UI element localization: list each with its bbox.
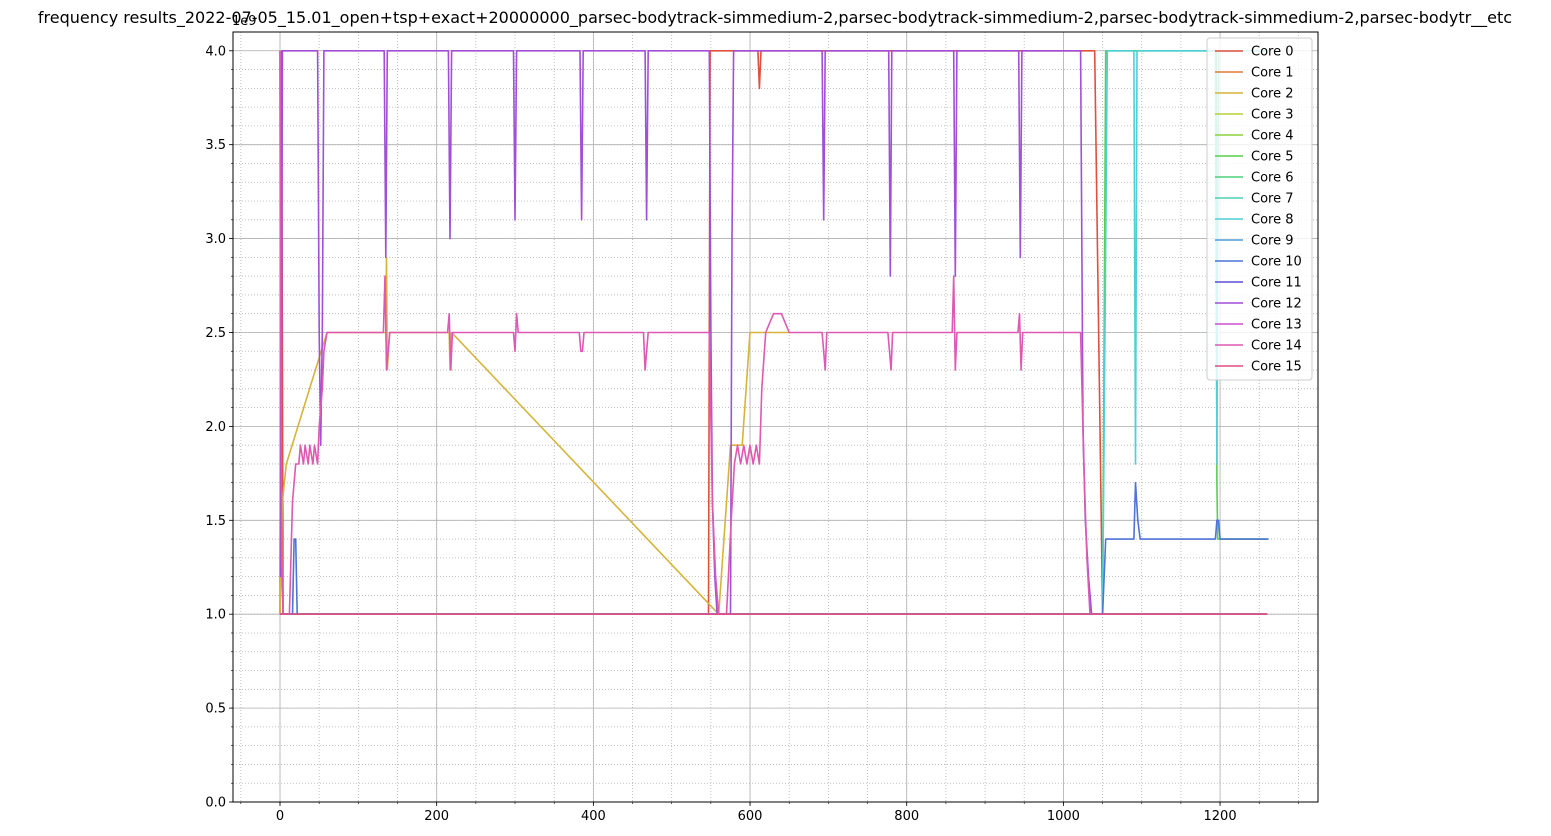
x-tick-label: 0 — [276, 809, 284, 824]
x-tick-label: 600 — [738, 809, 763, 824]
legend-label: Core 11 — [1251, 276, 1302, 291]
legend-label: Core 7 — [1251, 192, 1294, 207]
legend-label: Core 13 — [1251, 318, 1302, 333]
legend-label: Core 14 — [1251, 339, 1302, 354]
y-tick-label: 2.5 — [205, 326, 226, 341]
legend-label: Core 10 — [1251, 255, 1302, 270]
legend-label: Core 6 — [1251, 171, 1294, 186]
legend-label: Core 3 — [1251, 108, 1294, 123]
legend-label: Core 5 — [1251, 150, 1294, 165]
y-axis-offset-text: 1e9 — [232, 14, 257, 29]
y-tick-label: 4.0 — [205, 44, 226, 59]
y-tick-label: 0.0 — [205, 796, 226, 811]
legend-label: Core 8 — [1251, 213, 1294, 228]
legend-label: Core 4 — [1251, 129, 1294, 144]
x-tick-label: 200 — [424, 809, 449, 824]
series-line-core-12 — [279, 49, 1095, 616]
x-tick-label: 1200 — [1204, 809, 1237, 824]
legend-label: Core 2 — [1251, 87, 1294, 102]
legend-label: Core 9 — [1251, 234, 1294, 249]
legend-label: Core 12 — [1251, 297, 1302, 312]
major-grid — [233, 32, 1318, 803]
minor-grid — [233, 32, 1318, 803]
x-tick-label: 800 — [894, 809, 919, 824]
y-tick-label: 1.0 — [205, 608, 226, 623]
chart-title: frequency results_2022-07-05_15.01_open+… — [38, 8, 1512, 28]
y-tick-label: 3.0 — [205, 232, 226, 247]
y-tick-label: 2.0 — [205, 420, 226, 435]
y-tick-label: 0.5 — [205, 702, 226, 717]
series-line-core-2 — [279, 256, 790, 616]
legend-box — [1206, 37, 1313, 381]
legend-label: Core 1 — [1251, 66, 1294, 81]
x-axis: 0 200 400 600 800 1000 1200 — [240, 802, 1299, 824]
legend-label: Core 15 — [1251, 360, 1302, 375]
plot-frame — [232, 31, 1319, 803]
x-tick-label: 1000 — [1047, 809, 1080, 824]
legend: Core 0 Core 1 Core 2 Core 3 Core 4 Core 5 Core… — [1206, 37, 1313, 381]
y-tick-label: 1.5 — [205, 514, 226, 529]
legend-label: Core 0 — [1251, 45, 1294, 60]
x-tick-label: 400 — [581, 809, 606, 824]
series-line-core-14 — [279, 50, 1268, 616]
y-axis: 0.0 0.5 1.0 1.5 2.0 2.5 3.0 3.5 4.0 — [205, 44, 233, 811]
y-tick-label: 3.5 — [205, 138, 226, 153]
series-layer — [279, 49, 1269, 616]
series-line-core-10 — [280, 481, 1269, 616]
